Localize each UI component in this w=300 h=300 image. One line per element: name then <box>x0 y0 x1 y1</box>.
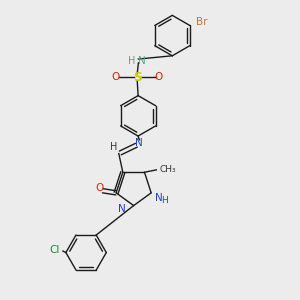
Text: N: N <box>135 138 142 148</box>
Text: N: N <box>137 56 145 66</box>
Text: Cl: Cl <box>49 245 59 255</box>
Text: CH₃: CH₃ <box>159 165 176 174</box>
Text: N: N <box>118 204 126 214</box>
Text: O: O <box>112 72 120 82</box>
Text: H: H <box>161 196 168 205</box>
Text: S: S <box>133 71 142 84</box>
Text: H: H <box>128 56 135 66</box>
Text: Br: Br <box>196 17 207 28</box>
Text: H: H <box>110 142 117 152</box>
Text: O: O <box>154 72 163 82</box>
Text: O: O <box>96 183 104 194</box>
Text: N: N <box>155 193 163 203</box>
